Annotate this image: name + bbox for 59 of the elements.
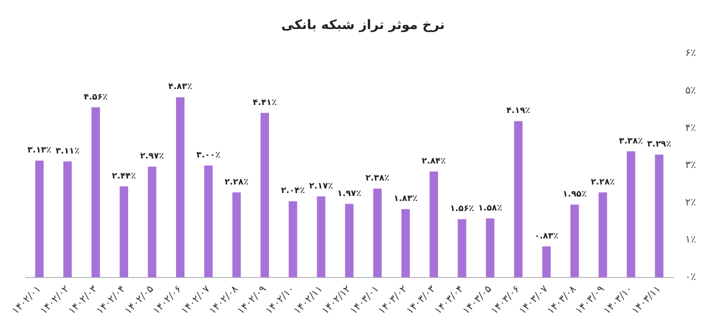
data-label: ۱.۹۷٪ xyxy=(337,188,362,199)
bar xyxy=(373,188,382,278)
data-label: ۳.۰۰٪ xyxy=(196,150,220,160)
data-label: ۱.۸۳٪ xyxy=(394,194,418,204)
data-label: ۴.۴۱٪ xyxy=(252,98,277,108)
bar xyxy=(626,151,636,278)
data-label: ۳.۱۳٪ xyxy=(27,146,52,156)
bar xyxy=(345,204,354,278)
y-tick-label: ۳٪ xyxy=(685,160,696,172)
bar xyxy=(316,196,326,278)
bar xyxy=(176,97,184,278)
bar xyxy=(654,154,664,278)
data-label: ۱.۵۸٪ xyxy=(478,203,502,214)
bar xyxy=(63,161,72,278)
data-label: ۲.۲۸٪ xyxy=(590,177,615,188)
x-tick-label: ۱۴۰۲/۰۱ xyxy=(10,284,44,317)
bar xyxy=(430,171,438,278)
x-tick-label: ۱۴۰۳/۰۱ xyxy=(348,284,382,317)
data-label: ۲.۸۴٪ xyxy=(422,156,446,166)
y-tick-label: ۶٪ xyxy=(685,48,696,60)
bar xyxy=(288,201,298,278)
chart-title: نرخ موثر تراز شبکه بانکی xyxy=(281,18,445,34)
bar xyxy=(148,166,156,278)
bar xyxy=(598,192,608,278)
data-label: ۰.۸۳٪ xyxy=(534,231,558,242)
y-tick-label: ۰٪ xyxy=(685,272,696,283)
bar xyxy=(401,209,410,278)
y-tick-label: ۱٪ xyxy=(685,234,696,246)
bar xyxy=(92,107,100,278)
data-label: ۳.۳۸٪ xyxy=(619,136,643,146)
data-label: ۲.۹۷٪ xyxy=(140,152,164,162)
bar xyxy=(542,246,551,278)
bar xyxy=(514,121,523,278)
data-label: ۴.۱۹٪ xyxy=(506,106,530,116)
data-label: ۳.۱۱٪ xyxy=(56,146,80,156)
data-label: ۲.۱۷٪ xyxy=(309,181,334,192)
bar xyxy=(232,192,241,278)
data-label: ۴.۸۳٪ xyxy=(168,82,192,92)
data-label: ۲.۳۸٪ xyxy=(365,174,390,184)
data-label: ۱.۹۵٪ xyxy=(562,190,587,200)
bar xyxy=(458,219,466,278)
bar xyxy=(486,218,494,278)
bar xyxy=(35,160,44,278)
x-tick-label: ۱۴۰۳/۱۱ xyxy=(630,284,664,317)
y-tick-label: ۴٪ xyxy=(685,122,696,134)
data-label: ۱.۵۶٪ xyxy=(450,204,474,214)
bar xyxy=(120,186,128,278)
x-tick-label: ۱۴۰۲/۰۴ xyxy=(94,284,128,317)
bar xyxy=(570,204,579,278)
data-label: ۴.۵۶٪ xyxy=(84,92,108,102)
bar xyxy=(260,112,269,278)
data-label: ۲.۴۴٪ xyxy=(112,171,136,182)
bar xyxy=(204,165,213,278)
y-tick-label: ۵٪ xyxy=(685,85,696,96)
data-label: ۲.۰۴٪ xyxy=(280,186,305,196)
x-tick-label: ۱۴۰۳/۰۴ xyxy=(432,284,466,317)
data-label: ۳.۲۹٪ xyxy=(647,140,672,150)
y-tick-label: ۲٪ xyxy=(685,197,696,208)
data-label: ۲.۲۸٪ xyxy=(224,177,249,188)
